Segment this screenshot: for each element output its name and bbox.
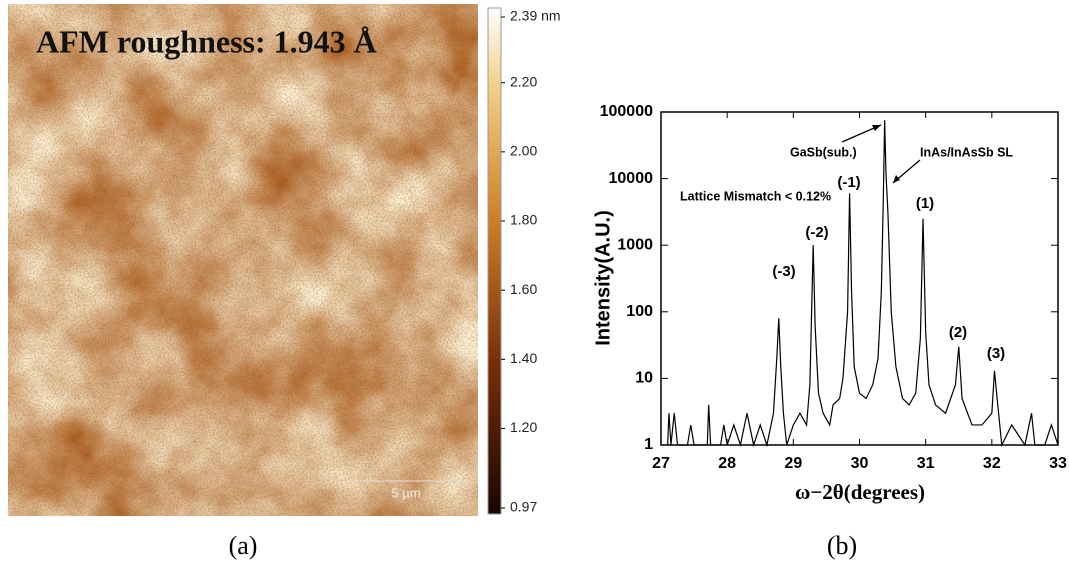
y-tick-label: 10 bbox=[635, 370, 653, 387]
annotation: InAs/InAsSb SL bbox=[920, 145, 1013, 159]
caption-a: (a) bbox=[229, 531, 258, 560]
colorbar bbox=[487, 7, 502, 515]
x-tick-label: 29 bbox=[784, 455, 802, 472]
annotation: (2) bbox=[949, 324, 967, 341]
colorbar-tick-label: 1.20 bbox=[510, 419, 537, 435]
x-tick-label: 31 bbox=[917, 455, 935, 472]
colorbar-tick-label: 0.97 bbox=[510, 499, 537, 515]
annotation: GaSb(sub.) bbox=[790, 145, 857, 159]
colorbar-tick-label: 1.40 bbox=[510, 350, 537, 366]
colorbar-tick-label: 2.20 bbox=[510, 73, 537, 89]
annotation: (1) bbox=[916, 195, 934, 212]
afm-image bbox=[8, 4, 478, 516]
x-axis-label: ω−2θ(degrees) bbox=[795, 480, 925, 504]
colorbar-tick-label: 1.80 bbox=[510, 212, 537, 228]
colorbar-tick-label: 2.39 nm bbox=[510, 8, 561, 24]
arrow-head bbox=[893, 175, 900, 183]
annotation: (3) bbox=[987, 345, 1005, 362]
y-tick-label: 100 bbox=[626, 303, 653, 320]
afm-grain bbox=[8, 4, 478, 516]
x-tick-label: 27 bbox=[652, 455, 670, 472]
x-tick-label: 30 bbox=[851, 455, 869, 472]
annotation: (-1) bbox=[837, 174, 860, 191]
xrd-line bbox=[667, 120, 1059, 448]
y-tick-label: 100000 bbox=[600, 103, 653, 120]
afm-title: AFM roughness: 1.943 Å bbox=[36, 23, 377, 59]
scale-bar-label: 5 µm bbox=[391, 485, 420, 500]
y-tick-label: 1 bbox=[644, 436, 653, 453]
y-axis-label: Intensity(A.U.) bbox=[592, 210, 614, 346]
colorbar-tick-label: 1.60 bbox=[510, 281, 537, 297]
x-tick-label: 28 bbox=[718, 455, 736, 472]
x-tick-label: 32 bbox=[983, 455, 1001, 472]
colorbar-tick-label: 2.00 bbox=[510, 143, 537, 159]
y-tick-label: 10000 bbox=[609, 170, 654, 187]
annotation: Lattice Mismatch < 0.12% bbox=[680, 189, 831, 203]
annotation: (-2) bbox=[805, 224, 828, 241]
y-tick-label: 1000 bbox=[617, 236, 653, 253]
x-tick-label: 33 bbox=[1049, 455, 1067, 472]
annotation: (-3) bbox=[772, 263, 795, 280]
arrow-head bbox=[872, 125, 881, 131]
caption-b: (b) bbox=[827, 531, 857, 560]
plot-frame bbox=[660, 111, 1059, 446]
